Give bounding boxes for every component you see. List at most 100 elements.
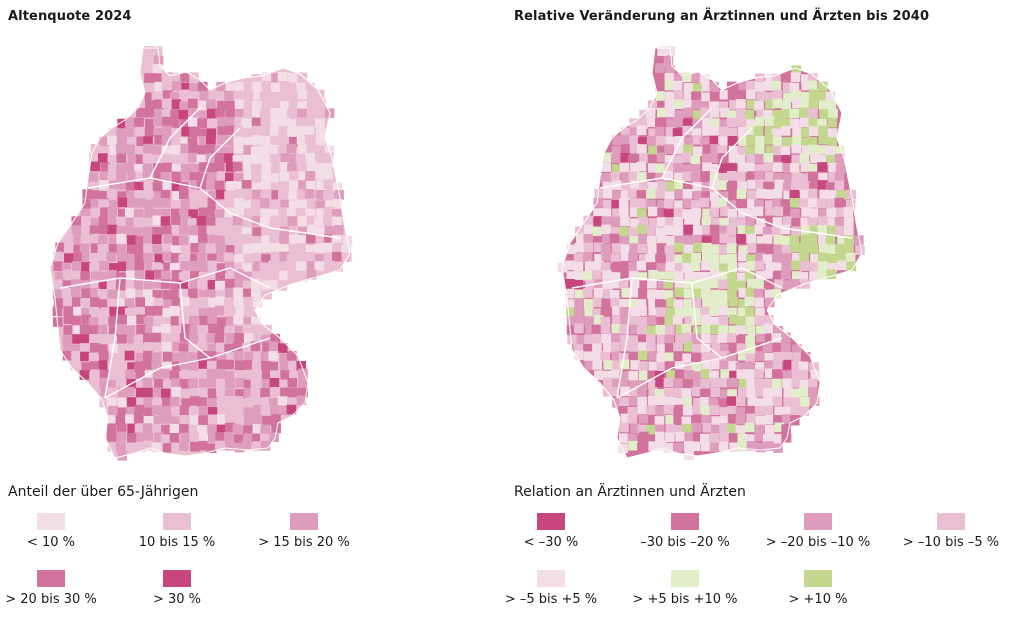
district-cell <box>709 180 719 191</box>
district-cell <box>710 254 720 264</box>
district-cell <box>125 414 135 424</box>
district-cell <box>271 73 281 83</box>
district-cell <box>783 280 793 290</box>
district-cell <box>620 172 631 182</box>
district-cell <box>180 119 190 129</box>
district-cell <box>827 128 838 138</box>
district-cell <box>791 154 802 165</box>
district-cell <box>225 125 236 136</box>
district-cell <box>575 315 586 326</box>
district-cell <box>809 396 820 406</box>
district-cell <box>171 81 182 91</box>
district-cell <box>61 287 72 298</box>
district-cell <box>154 432 164 443</box>
district-cell <box>224 371 235 381</box>
district-cell <box>232 341 243 352</box>
district-cell <box>690 163 701 174</box>
right-legend-item: > +10 % <box>753 570 883 610</box>
district-cell <box>179 405 190 416</box>
district-cell <box>250 235 261 246</box>
district-cell <box>288 261 299 271</box>
district-cell <box>729 217 739 227</box>
district-cell <box>638 289 648 300</box>
district-cell <box>791 172 802 183</box>
district-cell <box>684 370 694 380</box>
district-cell <box>323 234 334 244</box>
legend-swatch <box>937 513 965 530</box>
district-cell <box>736 189 747 199</box>
district-cell <box>801 145 811 156</box>
state-boundary <box>616 277 633 399</box>
district-cell <box>207 119 218 129</box>
district-cell <box>232 161 243 172</box>
district-cell <box>711 217 721 228</box>
district-cell <box>611 323 622 334</box>
district-cell <box>145 260 156 271</box>
district-cell <box>702 144 713 155</box>
district-cell <box>691 315 701 326</box>
district-cell <box>782 378 792 389</box>
district-cell <box>674 280 685 291</box>
district-cell <box>270 215 281 226</box>
district-cell <box>216 189 226 200</box>
district-cell <box>710 244 720 254</box>
district-cell <box>692 182 703 192</box>
left-legend-item: < 10 % <box>0 513 116 553</box>
district-cell <box>827 244 837 255</box>
district-cell <box>728 153 739 163</box>
district-cell <box>727 89 738 100</box>
legend-swatch <box>671 570 699 587</box>
district-cell <box>827 262 838 273</box>
district-cell <box>648 441 658 451</box>
district-cell <box>764 425 775 435</box>
district-cell <box>280 100 290 111</box>
district-cell <box>287 127 297 137</box>
district-cell <box>160 388 171 399</box>
district-cell <box>663 404 674 415</box>
district-cell <box>107 215 118 226</box>
district-cell <box>106 188 117 199</box>
district-cell <box>198 434 209 445</box>
district-cell <box>323 206 334 217</box>
district-cell <box>744 225 755 236</box>
district-cell <box>636 125 647 136</box>
district-cell <box>268 351 279 361</box>
district-cell <box>154 278 164 289</box>
district-cell <box>646 172 657 183</box>
district-cell <box>169 433 180 443</box>
district-cell <box>764 134 775 145</box>
district-cell <box>754 297 764 308</box>
district-cell <box>162 443 173 453</box>
district-cell <box>601 208 612 219</box>
district-cell <box>115 281 126 291</box>
district-cell <box>674 179 685 190</box>
district-cell <box>287 119 297 129</box>
district-cell <box>610 171 621 182</box>
district-cell <box>755 442 766 453</box>
district-cell <box>681 416 692 427</box>
district-cell <box>323 172 333 183</box>
district-cell <box>754 406 765 416</box>
district-cell <box>171 72 181 83</box>
district-cell <box>233 287 243 298</box>
district-cell <box>693 110 703 120</box>
district-cell <box>684 432 694 443</box>
district-cell <box>627 414 638 424</box>
district-cell <box>692 343 702 354</box>
district-cell <box>772 254 783 264</box>
district-cell <box>674 404 684 415</box>
district-cell <box>151 154 162 165</box>
district-cell <box>726 396 737 406</box>
district-cell <box>691 128 702 138</box>
district-cell <box>601 299 612 309</box>
district-cell <box>728 377 738 388</box>
district-cell <box>565 278 575 289</box>
district-cell <box>655 227 666 237</box>
district-cell <box>745 146 755 156</box>
district-cell <box>90 233 101 244</box>
district-cell <box>288 180 299 190</box>
district-cell <box>316 235 326 245</box>
district-cell <box>782 137 793 147</box>
district-cell <box>108 316 118 327</box>
district-cell <box>657 217 667 227</box>
